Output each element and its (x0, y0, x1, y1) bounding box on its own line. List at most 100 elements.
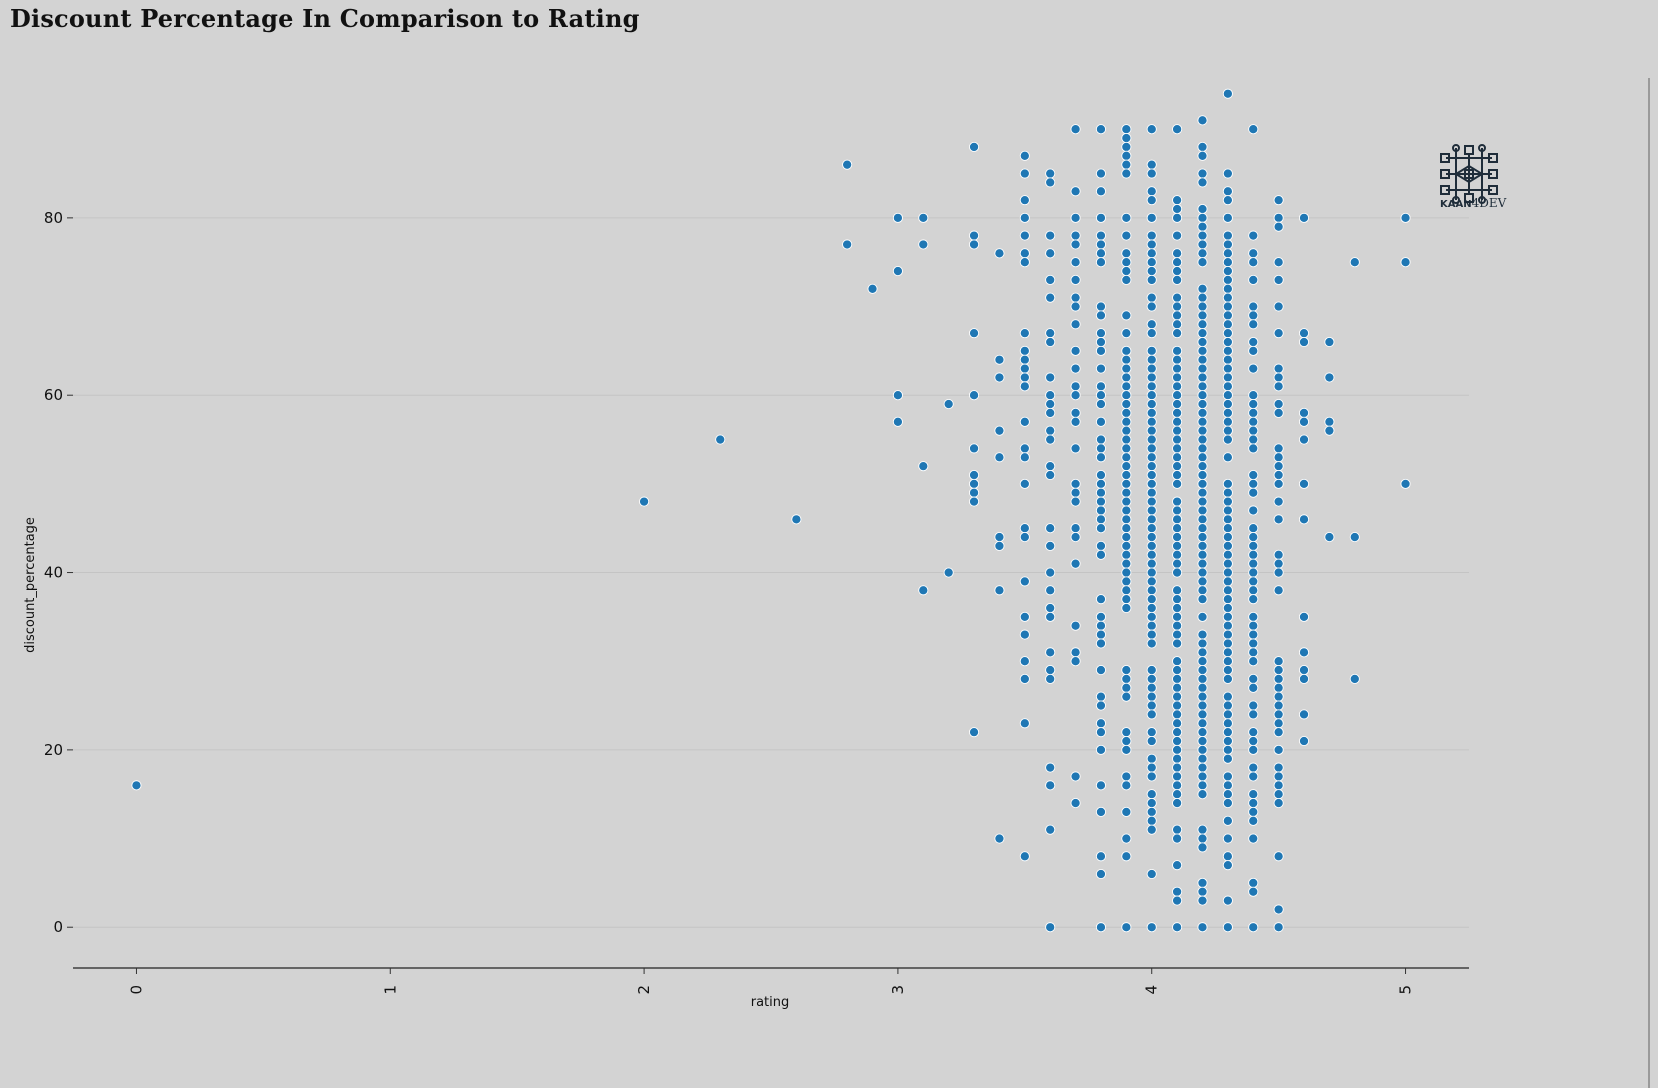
data-point (1172, 700, 1183, 711)
data-point (1222, 345, 1233, 356)
data-point (1273, 372, 1284, 383)
data-point (1248, 798, 1259, 809)
data-point (1222, 735, 1233, 747)
data-point (1146, 124, 1157, 135)
data-point (1019, 257, 1030, 268)
data-point (1070, 381, 1081, 392)
data-point (1248, 611, 1259, 622)
data-point (1070, 230, 1081, 241)
data-point (1222, 833, 1233, 844)
data-point (1146, 727, 1157, 738)
data-point (1095, 922, 1107, 933)
data-point (1146, 585, 1157, 596)
data-point (1248, 806, 1259, 817)
data-point (1095, 434, 1107, 445)
data-point (1172, 549, 1183, 560)
data-point (1248, 540, 1259, 551)
data-point (1248, 416, 1259, 427)
data-point (1222, 248, 1233, 259)
data-point (1172, 833, 1183, 844)
gridlines (73, 217, 1469, 928)
data-point (1172, 673, 1183, 684)
data-point (1273, 922, 1284, 933)
data-point (1070, 212, 1081, 223)
y-tick-label: 60 (44, 386, 63, 404)
data-point (1045, 274, 1056, 285)
data-point (1298, 434, 1310, 445)
data-point (1197, 434, 1208, 445)
data-point (1045, 336, 1056, 348)
data-point (1324, 416, 1335, 427)
data-point (994, 532, 1005, 543)
data-point (1197, 230, 1208, 241)
data-point (1273, 221, 1284, 232)
data-point (1172, 629, 1183, 640)
data-point (1045, 762, 1056, 773)
data-point (1197, 647, 1208, 658)
data-point (1019, 150, 1030, 161)
data-point (1197, 567, 1208, 578)
data-point (1146, 443, 1157, 454)
data-point (1273, 691, 1284, 702)
data-point (1146, 824, 1157, 835)
data-point (1095, 381, 1107, 392)
data-point (1146, 815, 1157, 826)
data-point (1146, 230, 1157, 241)
data-point (1095, 851, 1107, 862)
data-point (1222, 336, 1233, 348)
data-point (1248, 487, 1259, 498)
data-point (1172, 381, 1183, 392)
data-point (1121, 266, 1132, 277)
data-point (1273, 700, 1284, 711)
data-point (1197, 922, 1208, 933)
data-point (1121, 230, 1132, 241)
data-point (1222, 328, 1233, 339)
data-point (994, 585, 1005, 596)
data-point (1248, 620, 1259, 631)
data-point (1045, 461, 1056, 472)
data-point (1095, 780, 1107, 791)
data-point (131, 780, 142, 791)
data-point (1197, 452, 1208, 463)
data-point (1172, 434, 1183, 445)
data-point (943, 567, 954, 578)
data-point (994, 540, 1005, 551)
data-point (1248, 310, 1259, 321)
data-point (1273, 904, 1284, 915)
data-point (1045, 469, 1056, 481)
data-point (1146, 425, 1157, 436)
data-point (1248, 576, 1259, 587)
data-point (1222, 257, 1233, 268)
data-point (1095, 744, 1107, 755)
data-point (1146, 735, 1157, 747)
data-point (1222, 407, 1233, 418)
data-point (1222, 301, 1233, 312)
data-point (1019, 230, 1030, 241)
data-point (1172, 452, 1183, 463)
data-point (1146, 487, 1157, 498)
data-point (1222, 478, 1233, 489)
data-point (1146, 212, 1157, 223)
data-point (1045, 434, 1056, 445)
data-point (1172, 390, 1183, 401)
data-point (1019, 168, 1030, 179)
data-point (1146, 345, 1157, 356)
data-point (1146, 257, 1157, 268)
data-point (1248, 922, 1259, 933)
data-point (1197, 523, 1208, 534)
data-point (1095, 239, 1107, 250)
data-point (1172, 319, 1183, 330)
data-point (1222, 691, 1233, 702)
watermark-text-bold: KAAN (1440, 199, 1472, 210)
data-point (1222, 567, 1233, 578)
data-point (1121, 478, 1132, 489)
data-point (1070, 124, 1081, 135)
data-point (1121, 399, 1132, 410)
data-point (1197, 594, 1208, 605)
data-point (1197, 532, 1208, 543)
data-point (1095, 186, 1107, 197)
data-point (1273, 549, 1284, 560)
data-point (1197, 611, 1208, 622)
data-point (1197, 505, 1208, 516)
data-point (1019, 372, 1030, 383)
